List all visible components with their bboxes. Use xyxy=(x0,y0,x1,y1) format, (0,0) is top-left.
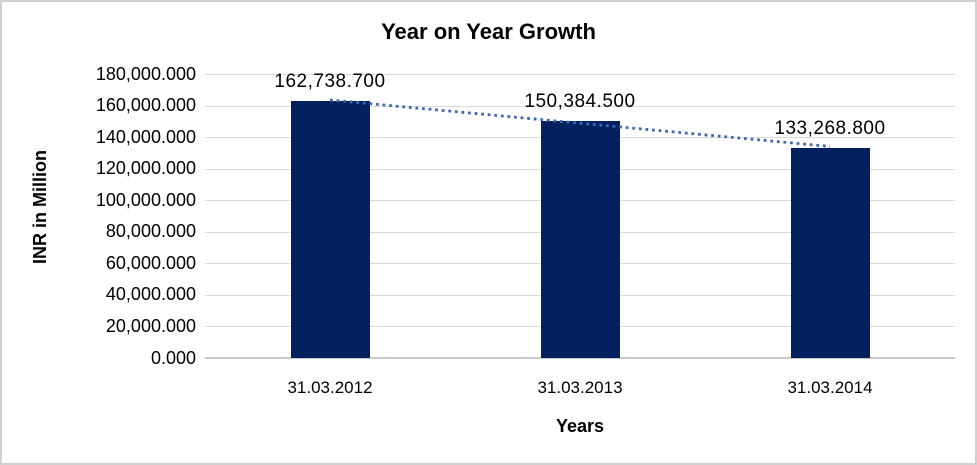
y-axis-tick-label: 160,000.000 xyxy=(95,95,196,116)
y-axis-tick-label: 100,000.000 xyxy=(95,189,196,210)
y-axis-tick-label: 120,000.000 xyxy=(95,158,196,179)
y-axis-tick-label: 20,000.000 xyxy=(105,315,196,336)
x-axis-line xyxy=(205,357,955,359)
bar xyxy=(540,120,620,358)
bar-value-label: 150,384.500 xyxy=(524,90,636,112)
bar-value-label: 133,268.800 xyxy=(774,117,886,139)
y-axis-tick-label: 140,000.000 xyxy=(95,126,196,147)
bar-value-label: 162,738.700 xyxy=(274,71,386,93)
y-axis-tick-label: 60,000.000 xyxy=(105,252,196,273)
x-axis-tick-label: 31.03.2013 xyxy=(537,378,623,397)
y-axis-tick-label: 80,000.000 xyxy=(105,221,196,242)
x-axis-tick-label: 31.03.2014 xyxy=(787,378,873,397)
bar xyxy=(790,147,870,358)
y-axis-tick-label: 40,000.000 xyxy=(105,284,196,305)
chart-title: Year on Year Growth xyxy=(381,19,596,44)
x-axis-title: Years xyxy=(555,416,605,436)
bar xyxy=(290,101,370,358)
y-axis-tick-label: 0.000 xyxy=(150,347,196,368)
gridline xyxy=(205,74,955,75)
x-axis-tick-label: 31.03.2012 xyxy=(287,378,373,397)
y-axis-tick-label: 180,000.000 xyxy=(95,63,196,84)
